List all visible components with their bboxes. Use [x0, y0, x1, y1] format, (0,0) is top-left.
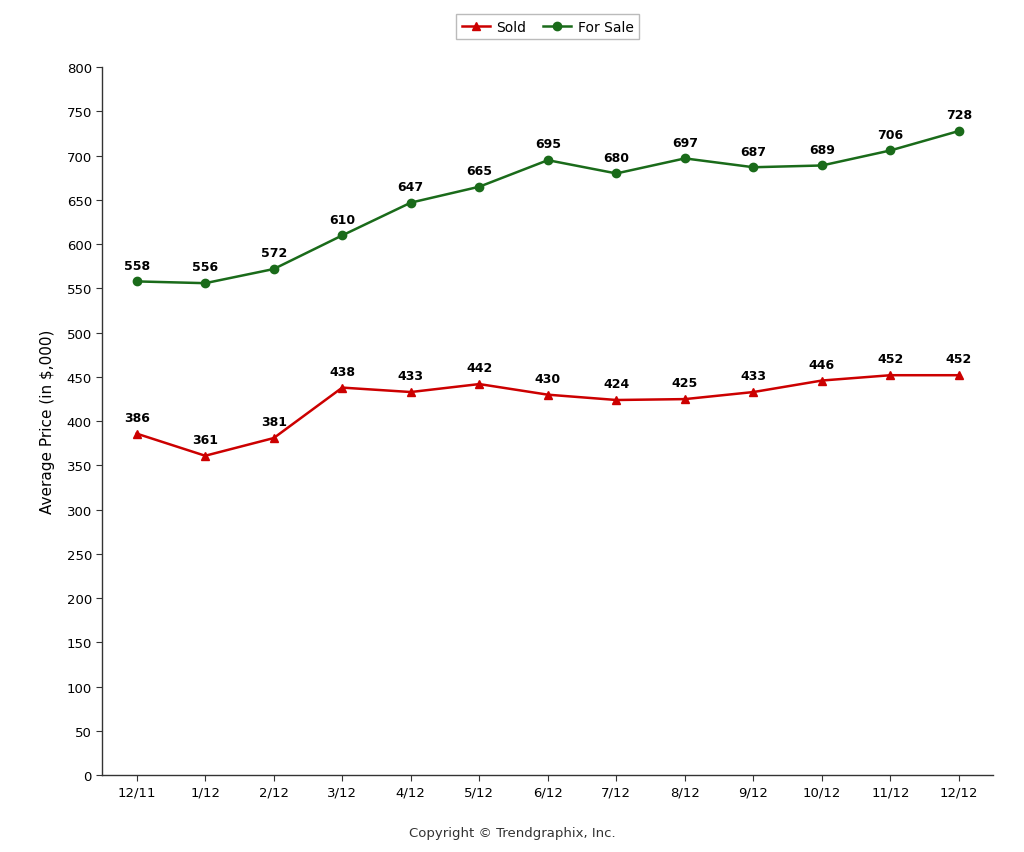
Text: 556: 556: [193, 262, 218, 274]
For Sale: [130, 277, 142, 287]
Text: 452: 452: [878, 353, 903, 366]
Sold: [542, 390, 554, 400]
Sold: [336, 383, 348, 394]
Legend: Sold, For Sale: Sold, For Sale: [457, 15, 639, 40]
Text: 610: 610: [329, 213, 355, 227]
Sold: [610, 395, 623, 406]
Text: 433: 433: [740, 370, 766, 383]
Sold: [130, 429, 142, 440]
Sold: [404, 388, 417, 398]
Text: 442: 442: [466, 362, 493, 375]
Sold: [267, 434, 280, 444]
For Sale: [473, 182, 485, 193]
Text: 430: 430: [535, 372, 561, 385]
Text: 433: 433: [397, 370, 424, 383]
For Sale: [404, 199, 417, 209]
Text: 572: 572: [260, 247, 287, 260]
Text: 647: 647: [397, 181, 424, 193]
Text: 452: 452: [946, 353, 972, 366]
Text: 697: 697: [672, 136, 698, 149]
Text: 665: 665: [466, 164, 493, 178]
Y-axis label: Average Price (in $,000): Average Price (in $,000): [41, 330, 55, 514]
Text: Copyright © Trendgraphix, Inc.: Copyright © Trendgraphix, Inc.: [409, 826, 615, 839]
Text: 381: 381: [261, 416, 287, 429]
Text: 558: 558: [124, 259, 150, 273]
For Sale: [816, 161, 828, 171]
Sold: [953, 371, 966, 381]
Sold: [885, 371, 897, 381]
Sold: [473, 379, 485, 389]
Text: 425: 425: [672, 377, 698, 390]
Line: Sold: Sold: [132, 371, 964, 460]
Text: 728: 728: [946, 109, 972, 122]
Sold: [816, 376, 828, 386]
Text: 424: 424: [603, 377, 630, 391]
For Sale: [885, 147, 897, 157]
For Sale: [542, 156, 554, 166]
Text: 438: 438: [330, 366, 355, 378]
For Sale: [336, 231, 348, 241]
Text: 680: 680: [603, 152, 630, 164]
Text: 687: 687: [740, 146, 766, 158]
Sold: [199, 451, 211, 461]
For Sale: [199, 279, 211, 289]
Sold: [679, 394, 691, 405]
Text: 706: 706: [878, 129, 903, 141]
Sold: [748, 388, 760, 398]
For Sale: [610, 169, 623, 180]
Line: For Sale: For Sale: [132, 128, 964, 288]
For Sale: [679, 154, 691, 164]
For Sale: [953, 127, 966, 137]
Text: 361: 361: [193, 434, 218, 446]
Text: 446: 446: [809, 359, 835, 371]
Text: 689: 689: [809, 144, 835, 157]
Text: 695: 695: [535, 138, 561, 152]
Text: 386: 386: [124, 412, 150, 424]
For Sale: [267, 265, 280, 275]
For Sale: [748, 163, 760, 173]
